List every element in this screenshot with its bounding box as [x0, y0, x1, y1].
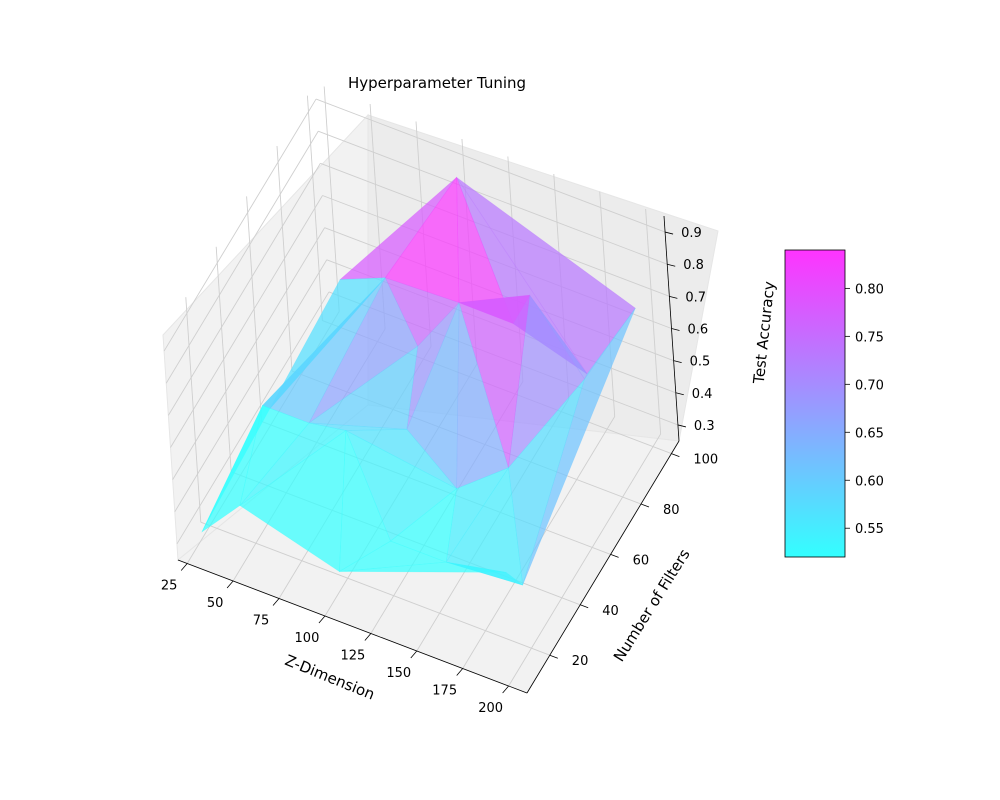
- colorbar-tick-label: 0.65: [855, 426, 884, 441]
- surface-facet: [262, 277, 386, 424]
- x-tick-label: 125: [340, 649, 365, 664]
- y-tick-mark: [580, 604, 589, 609]
- z-tick-mark: [677, 424, 687, 428]
- y-tick-mark: [671, 453, 680, 457]
- surface-facet: [239, 429, 347, 573]
- z-gridline-side: [174, 259, 328, 513]
- x-tick-label: 200: [478, 701, 503, 716]
- x-tick-label: 75: [253, 614, 270, 629]
- x-tick-mark: [226, 580, 234, 589]
- x-tick-label: 50: [207, 596, 224, 611]
- z-tick-mark: [671, 328, 680, 331]
- x-tick-label: 100: [295, 631, 320, 646]
- y-tick-label: 20: [572, 654, 589, 669]
- y-gridline-floor: [200, 521, 550, 656]
- colorbar-tick-label: 0.80: [855, 282, 884, 297]
- z-tick-mark: [675, 392, 684, 396]
- z-gridline-back: [318, 130, 668, 265]
- surface-facet: [446, 561, 523, 586]
- z-tick-label: 0.8: [683, 258, 704, 273]
- x-tick-mark: [318, 615, 326, 624]
- y-axis-line: [526, 440, 680, 694]
- colorbar-tick-label: 0.60: [855, 474, 884, 489]
- colorbar-tick-label: 0.75: [855, 330, 884, 345]
- surface-facet: [456, 177, 636, 375]
- z-gridline-side: [165, 130, 319, 384]
- y-axis-label: Number of Filters: [610, 546, 694, 665]
- y-tick-mark: [640, 503, 650, 508]
- z-gridline-side: [167, 163, 321, 416]
- x-tick-mark: [272, 598, 280, 606]
- z-tick-label: 0.7: [685, 290, 706, 305]
- z-gridline-back: [315, 98, 666, 233]
- y-tick-mark: [610, 554, 619, 558]
- y-tick-label: 80: [663, 503, 680, 518]
- axes: 25 50 75 100 125 150 175 200 20 40 60 80 100 0.3 0.4 0.…: [161, 215, 718, 716]
- z-axis-line: [663, 215, 680, 442]
- x-tick-mark: [502, 685, 509, 694]
- z-tick-label: 0.3: [694, 419, 715, 434]
- x-tick-mark: [180, 563, 188, 571]
- y-tick-label: 100: [693, 453, 718, 468]
- x-axis-line: [177, 559, 528, 694]
- colorbar-ticks: 0.55 0.60 0.65 0.70 0.75 0.80: [845, 282, 884, 537]
- y-tick-mark: [549, 654, 558, 659]
- colorbar-tick-label: 0.70: [855, 378, 884, 393]
- colorbar-tick-label: 0.55: [855, 522, 884, 537]
- z-gridline-side: [176, 291, 330, 545]
- x-tick-mark: [456, 668, 464, 676]
- z-tick-label: 0.5: [690, 355, 711, 370]
- z-axis-label: Test Accuracy: [750, 280, 779, 385]
- y-tick-label: 60: [633, 553, 650, 568]
- z-tick-label: 0.6: [688, 323, 709, 338]
- z-gridline-side: [172, 227, 326, 480]
- z-tick-label: 0.4: [692, 387, 713, 402]
- z-gridline-side: [163, 98, 317, 352]
- z-gridline-side: [170, 195, 323, 448]
- x-gridline-floor: [508, 433, 662, 687]
- surface-facet: [529, 295, 588, 380]
- z-tick-mark: [673, 360, 682, 364]
- x-tick-mark: [410, 650, 418, 659]
- y-tick-label: 40: [602, 604, 619, 619]
- z-tick-mark: [667, 263, 676, 267]
- x-tick-label: 150: [386, 666, 411, 681]
- x-tick-label: 175: [432, 684, 457, 699]
- z-tick-mark: [669, 295, 678, 299]
- x-tick-label: 25: [161, 579, 178, 594]
- surface-facet: [406, 302, 460, 490]
- chart-title: Hyperparameter Tuning: [348, 74, 526, 92]
- z-tick-label: 0.9: [681, 226, 702, 241]
- z-tick-mark: [664, 231, 674, 235]
- x-tick-mark: [364, 633, 372, 641]
- surface: [201, 176, 636, 586]
- surface-facet: [201, 405, 263, 533]
- colorbar: [784, 249, 846, 558]
